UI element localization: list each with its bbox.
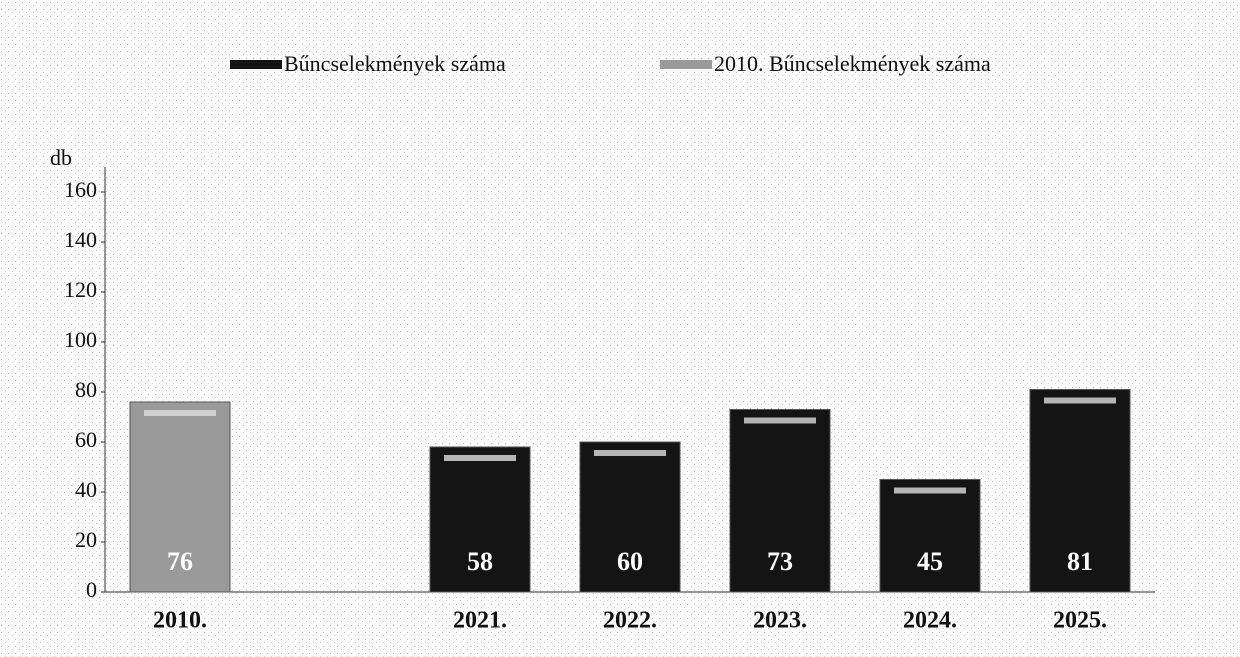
data-label: 81 bbox=[1067, 547, 1093, 576]
bar-glare bbox=[444, 455, 516, 461]
y-tick-label: 40 bbox=[75, 477, 97, 502]
data-label: 58 bbox=[467, 547, 493, 576]
y-tick-label: 80 bbox=[75, 377, 97, 402]
y-tick-label: 140 bbox=[64, 227, 97, 252]
bar bbox=[879, 479, 981, 593]
legend-label: Bűncselekmények száma bbox=[284, 51, 506, 76]
bar bbox=[129, 401, 231, 593]
data-label: 45 bbox=[917, 547, 943, 576]
bar bbox=[429, 446, 531, 593]
x-tick-label: 2022. bbox=[603, 608, 657, 634]
bar-glare bbox=[744, 417, 816, 424]
bar bbox=[579, 441, 681, 593]
y-tick-label: 160 bbox=[64, 177, 97, 202]
x-tick-label: 2021. bbox=[453, 608, 507, 634]
data-label: 73 bbox=[767, 547, 793, 576]
bar-glare bbox=[594, 450, 666, 456]
legend-swatch bbox=[660, 60, 712, 69]
bar bbox=[1029, 389, 1131, 593]
bar bbox=[729, 409, 831, 593]
data-label: 76 bbox=[167, 547, 193, 576]
legend-swatch bbox=[230, 60, 282, 69]
y-axis-label: db bbox=[50, 145, 72, 170]
x-tick-label: 2025. bbox=[1053, 608, 1107, 634]
x-tick-label: 2023. bbox=[753, 608, 807, 634]
bar-glare bbox=[894, 487, 966, 494]
x-tick-label: 2010. bbox=[153, 608, 207, 634]
y-tick-label: 0 bbox=[86, 577, 97, 602]
bar-glare bbox=[1044, 397, 1116, 404]
bar-glare bbox=[144, 410, 216, 416]
y-tick-label: 100 bbox=[64, 327, 97, 352]
legend-label: 2010. Bűncselekmények száma bbox=[714, 51, 991, 76]
y-tick-label: 20 bbox=[75, 527, 97, 552]
x-tick-label: 2024. bbox=[903, 608, 957, 634]
y-tick-label: 120 bbox=[64, 277, 97, 302]
data-label: 60 bbox=[617, 547, 643, 576]
y-tick-label: 60 bbox=[75, 427, 97, 452]
